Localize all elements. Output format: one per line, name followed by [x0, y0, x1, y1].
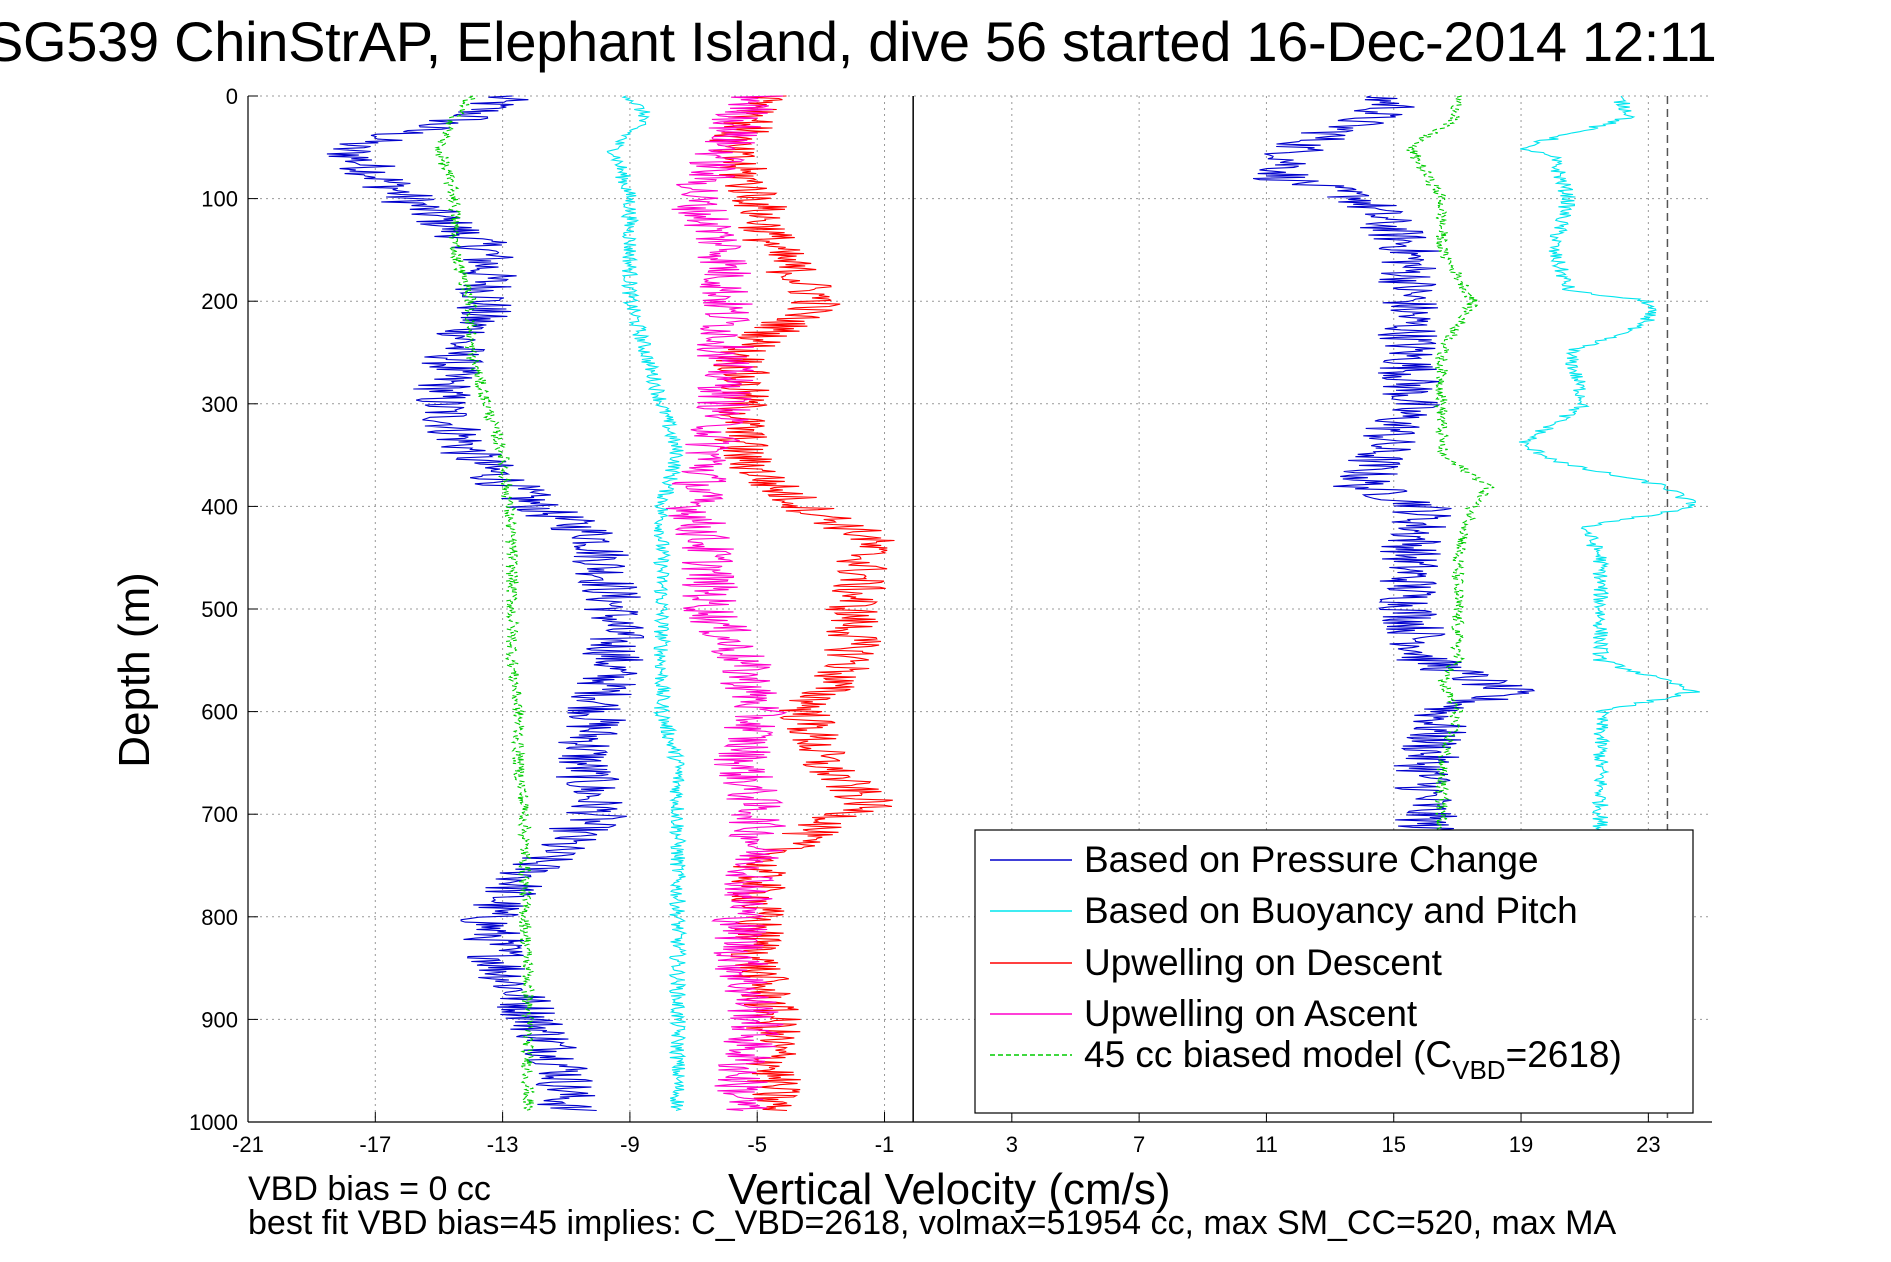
series-layer — [326, 95, 1700, 1112]
y-tick-label: 100 — [201, 187, 238, 212]
series-line-ascent — [665, 95, 788, 1112]
legend-label-model: 45 cc biased model (CVBD=2618) — [1084, 1034, 1622, 1085]
legend-layer: Based on Pressure Change Based on Buoyanc… — [974, 829, 1694, 1114]
chart-title: SG539 ChinStrAP, Elephant Island, dive 5… — [0, 10, 1717, 73]
y-axis-label: Depth (m) — [110, 572, 159, 768]
y-tick-label: 1000 — [189, 1110, 238, 1135]
x-tick-label: -17 — [359, 1132, 391, 1157]
series-line-pressure — [1253, 95, 1536, 835]
y-tick-label: 600 — [201, 700, 238, 725]
y-tick-label: 500 — [201, 597, 238, 622]
series-line-buoyancy — [1518, 95, 1700, 834]
x-tick-label: 7 — [1133, 1132, 1145, 1157]
x-tick-label: -5 — [747, 1132, 767, 1157]
x-axis-label: Vertical Velocity (cm/s) — [728, 1165, 1171, 1214]
series-line-model — [1406, 95, 1495, 834]
x-tick-label: 3 — [1006, 1132, 1018, 1157]
y-tick-label: 200 — [201, 289, 238, 314]
x-tick-label: -1 — [875, 1132, 895, 1157]
x-tick-label: 11 — [1255, 1132, 1278, 1157]
y-tick-label: 0 — [226, 84, 238, 109]
series-line-descent — [709, 95, 895, 1112]
legend-label-buoyancy: Based on Buoyancy and Pitch — [1084, 890, 1578, 931]
y-tick-label: 400 — [201, 494, 238, 519]
y-tick-label: 900 — [201, 1007, 238, 1032]
x-tick-label: -9 — [620, 1132, 640, 1157]
series-line-model — [433, 95, 536, 1112]
series-line-buoyancy — [606, 95, 688, 1112]
x-tick-label: -21 — [232, 1132, 264, 1157]
y-tick-label: 700 — [201, 802, 238, 827]
series-line-pressure — [326, 95, 645, 1112]
y-tick-label: 800 — [201, 905, 238, 930]
x-tick-label: 23 — [1636, 1132, 1660, 1157]
legend-box — [974, 829, 1694, 1114]
y-tick-label: 300 — [201, 392, 238, 417]
x-tick-label: -13 — [487, 1132, 519, 1157]
x-tick-label: 19 — [1509, 1132, 1533, 1157]
best-fit-note: best fit VBD bias=45 implies: C_VBD=2618… — [248, 1204, 1617, 1242]
legend-label-ascent: Upwelling on Ascent — [1084, 993, 1418, 1034]
x-tick-label: 15 — [1381, 1132, 1405, 1157]
legend-label-pressure: Based on Pressure Change — [1084, 839, 1539, 880]
vbd-bias-note: VBD bias = 0 cc — [248, 1170, 491, 1208]
axes-layer: -21 -17 -13 -9 -5 -1 3 7 11 15 19 23010020030040050… — [189, 84, 1712, 1157]
legend-label-descent: Upwelling on Descent — [1084, 942, 1443, 983]
